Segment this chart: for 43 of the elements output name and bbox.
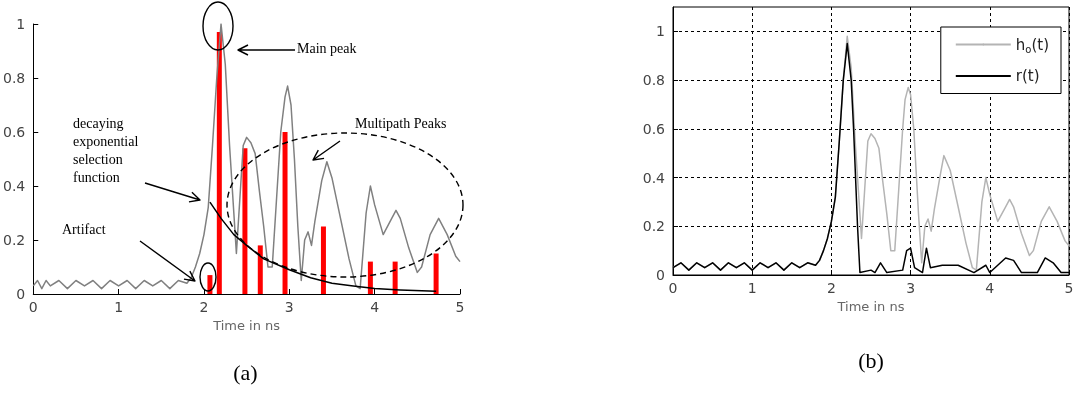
x-axis-title: Time in ns — [836, 298, 905, 314]
text: (b) — [858, 348, 884, 373]
y-tick-label: 0.2 — [3, 232, 26, 248]
annotation: Artifact — [62, 222, 106, 237]
y-tick-label: 0.8 — [3, 70, 26, 86]
x-tick-label: 3 — [284, 299, 294, 315]
x-tick-label: 4 — [985, 280, 995, 296]
bar — [207, 275, 213, 294]
x-tick-label: 5 — [455, 299, 465, 315]
bar — [433, 253, 439, 294]
legend-label: r(t) — [1015, 67, 1040, 85]
x-tick-label: 0 — [28, 299, 38, 315]
text: (a) — [233, 360, 258, 385]
y-tick-label: 0.8 — [642, 72, 665, 89]
annotation: decaying exponential selection function — [73, 116, 139, 185]
x-tick-label: 4 — [370, 299, 380, 315]
y-tick-label: 1 — [16, 16, 26, 32]
x-tick-label: 0 — [668, 280, 678, 296]
line-series — [209, 201, 437, 293]
y-tick-label: 0.2 — [642, 218, 665, 235]
x-tick-label: 1 — [747, 280, 757, 296]
y-tick-label: 0.6 — [642, 120, 666, 137]
x-tick-label: 1 — [114, 299, 124, 315]
bar — [242, 148, 248, 294]
line-series — [32, 23, 461, 290]
y-tick-label: 1 — [656, 23, 665, 40]
x-tick-label: 2 — [826, 280, 836, 296]
bar — [282, 132, 288, 294]
x-axis-title: Time in ns — [212, 317, 281, 333]
y-tick-label: 0 — [656, 267, 665, 283]
annotation: Multipath Peaks — [355, 116, 447, 131]
y-tick-label: 0.4 — [642, 169, 666, 186]
y-tick-label: 0.4 — [3, 178, 26, 194]
x-tick-label: 3 — [906, 280, 916, 296]
x-tick-label: 5 — [1064, 280, 1074, 296]
bar — [257, 245, 263, 294]
y-tick-label: 0.6 — [3, 124, 26, 140]
bar — [367, 261, 373, 294]
bar — [320, 226, 326, 294]
x-tick-label: 2 — [199, 299, 209, 315]
annotation: Main peak — [297, 41, 357, 56]
bar — [216, 32, 222, 294]
bar — [392, 261, 398, 294]
